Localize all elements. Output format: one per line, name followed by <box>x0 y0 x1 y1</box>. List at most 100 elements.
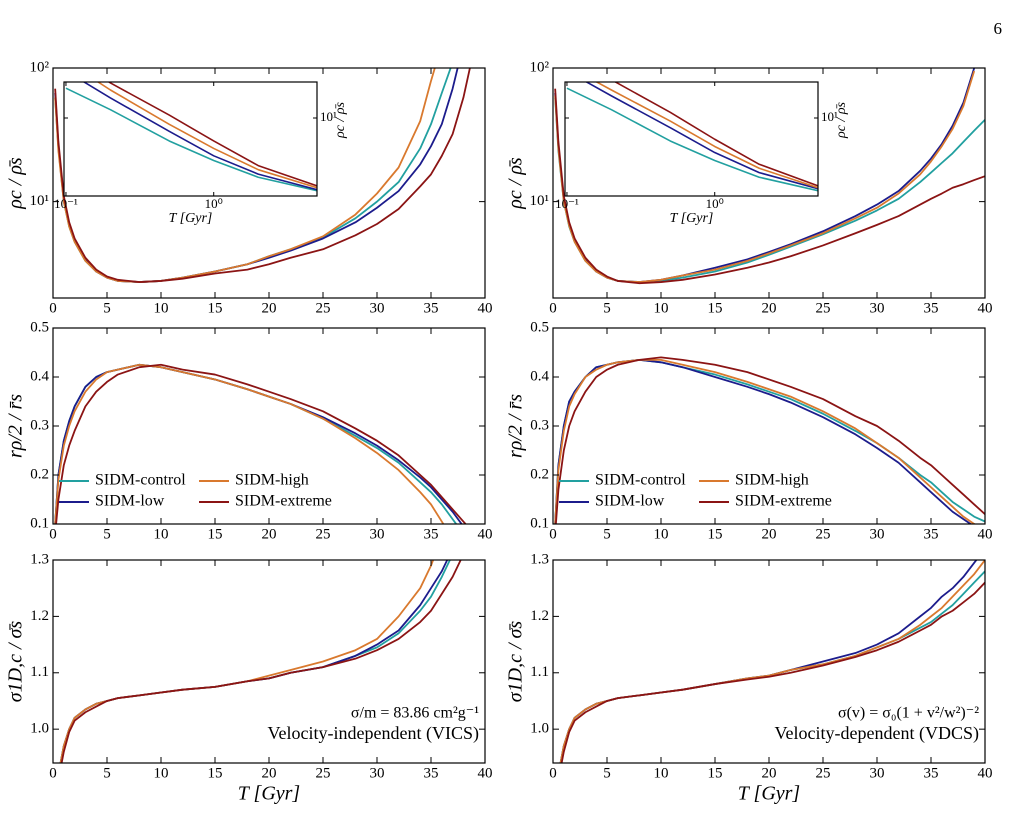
y-tick-label: 10¹ <box>821 109 838 124</box>
x-tick-label: 10 <box>154 765 169 781</box>
series-line <box>613 82 818 187</box>
x-tick-label: 10 <box>654 300 669 316</box>
x-tick-label: 5 <box>103 526 111 542</box>
series-line <box>54 68 436 283</box>
series-line <box>554 70 976 283</box>
y-tick-label: 0.4 <box>30 368 49 384</box>
x-tick-label: 25 <box>816 765 831 781</box>
y-tick-label: 1.3 <box>530 551 549 567</box>
x-axis-label: T [Gyr] <box>738 783 800 805</box>
x-tick-label: 20 <box>762 526 777 542</box>
y-tick-label: 10² <box>30 59 50 75</box>
x-tick-label: 10⁰ <box>205 196 223 211</box>
x-tick-label: 30 <box>870 765 885 781</box>
y-axis-label: σ1D,c / σ̄s <box>505 621 527 703</box>
y-axis-label: rρ/2 / r̄s <box>505 394 527 458</box>
x-tick-label: 15 <box>708 765 723 781</box>
series-line <box>82 82 317 191</box>
y-tick-label: 0.5 <box>530 319 549 335</box>
x-tick-label: 0 <box>549 765 557 781</box>
x-tick-label: 15 <box>208 300 223 316</box>
x-tick-label: 20 <box>762 765 777 781</box>
x-tick-label: 25 <box>316 765 331 781</box>
x-tick-label: 10 <box>654 526 669 542</box>
legend-label: SIDM-control <box>595 472 686 489</box>
y-axis-label: rρ/2 / r̄s <box>5 394 27 458</box>
series-line <box>54 68 471 283</box>
y-tick-label: 1.1 <box>530 664 549 680</box>
series-line <box>560 581 985 763</box>
x-tick-label: 5 <box>103 765 111 781</box>
x-tick-label: 5 <box>603 300 611 316</box>
series-line <box>65 87 317 192</box>
y-tick-label: 0.1 <box>530 515 549 531</box>
series-line <box>595 82 818 189</box>
annotation: Velocity-independent (VICS) <box>268 723 479 744</box>
axes-frame <box>63 81 318 197</box>
x-tick-label: 15 <box>708 300 723 316</box>
x-tick-label: 40 <box>478 765 493 781</box>
x-tick-label: 30 <box>370 526 385 542</box>
x-tick-label: 40 <box>978 300 993 316</box>
series-line <box>96 82 317 189</box>
y-axis-label: ρc / ρ̄s <box>5 157 27 210</box>
series-line <box>54 363 445 524</box>
x-axis-label: T [Gyr] <box>238 783 300 805</box>
y-tick-label: 0.3 <box>530 417 549 433</box>
x-tick-label: 25 <box>816 526 831 542</box>
series-line <box>107 82 317 187</box>
x-axis-label: T [Gyr] <box>169 211 213 226</box>
y-axis-label: ρc / ρ̄s <box>333 101 348 139</box>
x-tick-label: 5 <box>603 526 611 542</box>
y-tick-label: 0.2 <box>530 466 549 482</box>
y-tick-label: 0.1 <box>30 515 49 531</box>
x-tick-label: 10⁰ <box>706 196 724 211</box>
series-line <box>60 560 462 763</box>
annotation: Velocity-dependent (VDCS) <box>775 723 979 744</box>
y-tick-label: 0.3 <box>30 417 49 433</box>
y-tick-label: 10¹ <box>30 193 50 209</box>
inset-background <box>64 82 317 196</box>
y-tick-label: 1.3 <box>30 551 49 567</box>
x-tick-label: 40 <box>978 526 993 542</box>
annotation: σ/m = 83.86 cm²g⁻¹ <box>351 705 479 722</box>
x-tick-label: 15 <box>208 526 223 542</box>
x-tick-label: 35 <box>924 765 939 781</box>
x-tick-label: 5 <box>603 765 611 781</box>
x-tick-label: 40 <box>478 526 493 542</box>
series-line <box>566 87 818 192</box>
x-tick-label: 20 <box>762 300 777 316</box>
series-line <box>559 560 985 763</box>
x-tick-label: 25 <box>316 300 331 316</box>
y-axis-label: σ1D,c / σ̄s <box>5 621 27 703</box>
x-tick-label: 30 <box>370 300 385 316</box>
x-tick-label: 0 <box>549 300 557 316</box>
x-tick-label: 10 <box>154 526 169 542</box>
legend-label: SIDM-extreme <box>735 493 832 510</box>
y-tick-label: 1.2 <box>30 608 49 624</box>
x-tick-label: 20 <box>262 765 277 781</box>
x-tick-label: 10⁻¹ <box>555 196 579 211</box>
x-tick-label: 30 <box>870 526 885 542</box>
y-axis-label: ρc / ρ̄s <box>834 101 849 139</box>
legend-label: SIDM-low <box>595 493 665 510</box>
x-tick-label: 30 <box>370 765 385 781</box>
x-tick-label: 40 <box>478 300 493 316</box>
x-tick-label: 10 <box>154 300 169 316</box>
x-tick-label: 5 <box>103 300 111 316</box>
x-tick-label: 0 <box>549 526 557 542</box>
x-tick-label: 35 <box>424 765 439 781</box>
y-tick-label: 10¹ <box>320 109 337 124</box>
y-tick-label: 10¹ <box>530 193 550 209</box>
x-tick-label: 15 <box>708 526 723 542</box>
legend-label: SIDM-low <box>95 493 165 510</box>
x-tick-label: 35 <box>924 526 939 542</box>
series-line <box>59 560 451 763</box>
annotation: σ(v) = σ₀(1 + v²/w²)⁻² <box>838 705 979 722</box>
x-tick-label: 20 <box>262 300 277 316</box>
series-line <box>55 363 467 524</box>
x-tick-label: 10⁻¹ <box>54 196 78 211</box>
x-tick-label: 35 <box>924 300 939 316</box>
x-tick-label: 25 <box>816 300 831 316</box>
x-tick-label: 25 <box>316 526 331 542</box>
